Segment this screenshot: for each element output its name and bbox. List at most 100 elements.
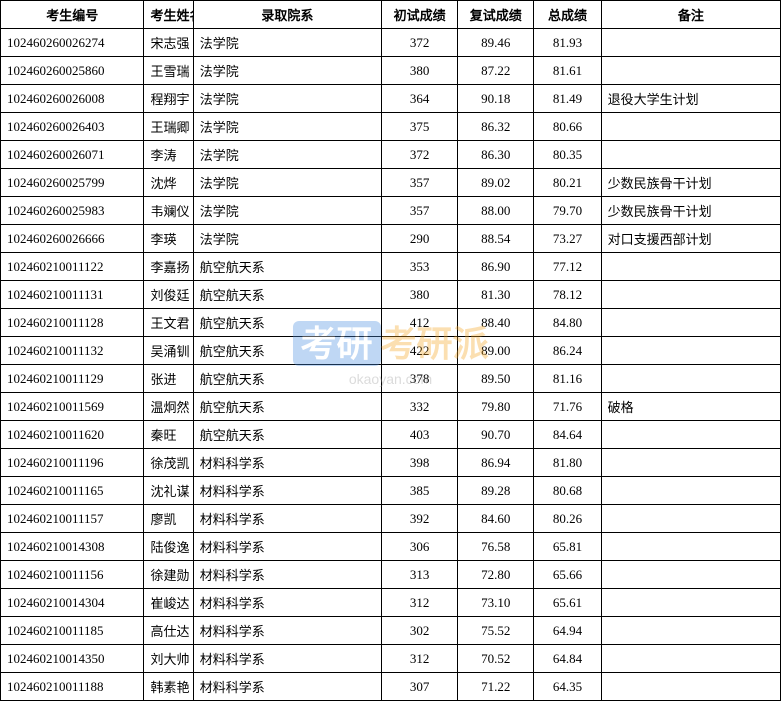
cell-name: 韩素艳 — [144, 673, 193, 701]
table-row: 102460210014304崔峻达材料科学系31273.1065.61 — [1, 589, 781, 617]
cell-name: 刘大帅 — [144, 645, 193, 673]
col-header-score1: 初试成绩 — [382, 1, 458, 29]
cell-score3: 79.70 — [534, 197, 601, 225]
cell-remark — [601, 505, 780, 533]
cell-score3: 86.24 — [534, 337, 601, 365]
table-row: 102460210011569温炯然航空航天系33279.8071.76破格 — [1, 393, 781, 421]
cell-score2: 86.32 — [458, 113, 534, 141]
cell-score2: 86.30 — [458, 141, 534, 169]
cell-id: 102460260025860 — [1, 57, 144, 85]
cell-name: 徐建勋 — [144, 561, 193, 589]
cell-score3: 80.66 — [534, 113, 601, 141]
cell-name: 王文君 — [144, 309, 193, 337]
cell-score1: 403 — [382, 421, 458, 449]
cell-remark — [601, 365, 780, 393]
cell-remark — [601, 113, 780, 141]
cell-remark — [601, 337, 780, 365]
admission-table: 考生编号考生姓名录取院系初试成绩复试成绩总成绩备注 10246026002627… — [0, 0, 781, 701]
cell-score1: 398 — [382, 449, 458, 477]
cell-dept: 法学院 — [193, 169, 381, 197]
col-header-score3: 总成绩 — [534, 1, 601, 29]
cell-dept: 航空航天系 — [193, 309, 381, 337]
cell-score2: 90.70 — [458, 421, 534, 449]
cell-name: 刘俊廷 — [144, 281, 193, 309]
col-header-score2: 复试成绩 — [458, 1, 534, 29]
cell-remark — [601, 589, 780, 617]
cell-score1: 302 — [382, 617, 458, 645]
cell-name: 王瑞卿 — [144, 113, 193, 141]
cell-score1: 372 — [382, 29, 458, 57]
cell-score3: 81.61 — [534, 57, 601, 85]
cell-score2: 84.60 — [458, 505, 534, 533]
cell-id: 102460260026403 — [1, 113, 144, 141]
cell-remark — [601, 561, 780, 589]
cell-name: 高仕达 — [144, 617, 193, 645]
table-row: 102460210014308陆俊逸材料科学系30676.5865.81 — [1, 533, 781, 561]
cell-remark — [601, 253, 780, 281]
cell-id: 102460210014308 — [1, 533, 144, 561]
cell-score3: 81.93 — [534, 29, 601, 57]
cell-score1: 357 — [382, 197, 458, 225]
cell-score2: 76.58 — [458, 533, 534, 561]
cell-score1: 375 — [382, 113, 458, 141]
cell-dept: 材料科学系 — [193, 561, 381, 589]
cell-remark — [601, 29, 780, 57]
cell-remark — [601, 309, 780, 337]
table-row: 102460260026666李瑛法学院29088.5473.27对口支援西部计… — [1, 225, 781, 253]
cell-name: 崔峻达 — [144, 589, 193, 617]
cell-score1: 422 — [382, 337, 458, 365]
cell-name: 吴涌钏 — [144, 337, 193, 365]
cell-score2: 79.80 — [458, 393, 534, 421]
table-row: 102460210011165沈礼谋材料科学系38589.2880.68 — [1, 477, 781, 505]
cell-name: 陆俊逸 — [144, 533, 193, 561]
cell-dept: 法学院 — [193, 141, 381, 169]
cell-id: 102460210011196 — [1, 449, 144, 477]
cell-dept: 材料科学系 — [193, 505, 381, 533]
cell-dept: 法学院 — [193, 57, 381, 85]
cell-score2: 89.28 — [458, 477, 534, 505]
cell-remark — [601, 477, 780, 505]
cell-dept: 法学院 — [193, 113, 381, 141]
cell-score2: 89.46 — [458, 29, 534, 57]
cell-remark — [601, 533, 780, 561]
cell-id: 102460210011185 — [1, 617, 144, 645]
cell-score2: 87.22 — [458, 57, 534, 85]
cell-score1: 353 — [382, 253, 458, 281]
cell-id: 102460210011188 — [1, 673, 144, 701]
cell-name: 沈烨 — [144, 169, 193, 197]
cell-score3: 73.27 — [534, 225, 601, 253]
cell-dept: 材料科学系 — [193, 449, 381, 477]
cell-remark — [601, 141, 780, 169]
cell-score3: 80.35 — [534, 141, 601, 169]
cell-dept: 材料科学系 — [193, 589, 381, 617]
cell-dept: 材料科学系 — [193, 533, 381, 561]
cell-id: 102460210011131 — [1, 281, 144, 309]
cell-id: 102460210011569 — [1, 393, 144, 421]
cell-score2: 71.22 — [458, 673, 534, 701]
cell-name: 徐茂凯 — [144, 449, 193, 477]
cell-score1: 364 — [382, 85, 458, 113]
col-header-id: 考生编号 — [1, 1, 144, 29]
cell-name: 程翔宇 — [144, 85, 193, 113]
cell-name: 沈礼谋 — [144, 477, 193, 505]
cell-dept: 航空航天系 — [193, 281, 381, 309]
cell-score2: 86.94 — [458, 449, 534, 477]
cell-score3: 81.49 — [534, 85, 601, 113]
col-header-name: 考生姓名 — [144, 1, 193, 29]
cell-name: 张进 — [144, 365, 193, 393]
cell-score1: 380 — [382, 57, 458, 85]
cell-remark — [601, 421, 780, 449]
cell-name: 王雪瑞 — [144, 57, 193, 85]
cell-score3: 64.94 — [534, 617, 601, 645]
cell-score1: 380 — [382, 281, 458, 309]
cell-dept: 材料科学系 — [193, 645, 381, 673]
cell-id: 102460210011165 — [1, 477, 144, 505]
cell-score1: 307 — [382, 673, 458, 701]
cell-name: 韦斓仪 — [144, 197, 193, 225]
cell-score1: 412 — [382, 309, 458, 337]
table-body: 102460260026274宋志强法学院37289.4681.93102460… — [1, 29, 781, 701]
table-row: 102460260026008程翔宇法学院36490.1881.49退役大学生计… — [1, 85, 781, 113]
table-row: 102460210011157廖凯材料科学系39284.6080.26 — [1, 505, 781, 533]
cell-score3: 81.16 — [534, 365, 601, 393]
cell-score2: 73.10 — [458, 589, 534, 617]
